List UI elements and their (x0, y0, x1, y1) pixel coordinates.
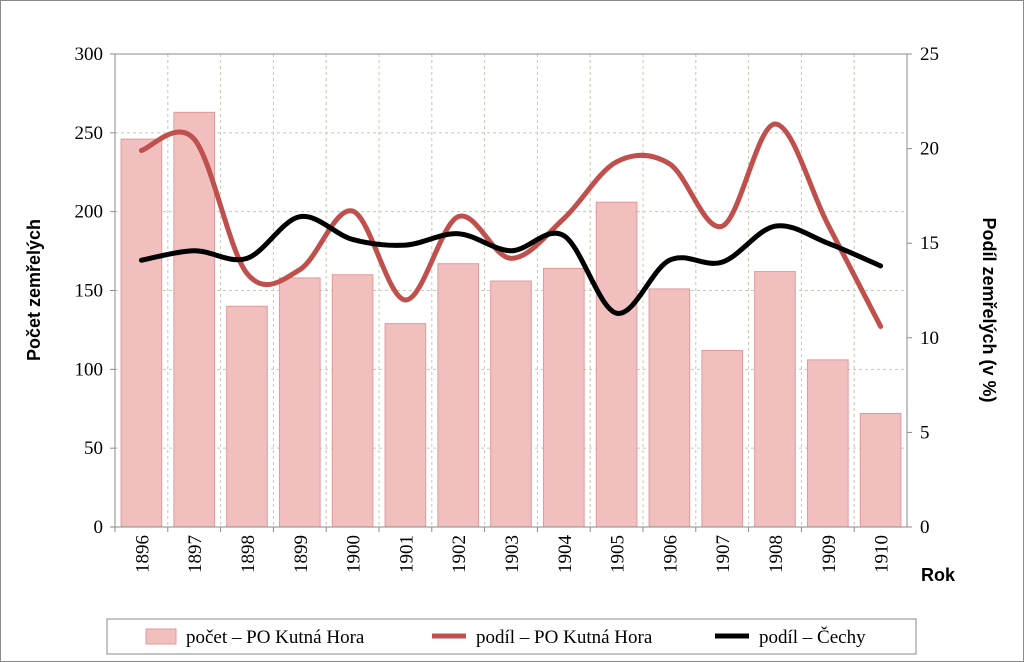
y-tick-label: 50 (84, 438, 103, 459)
line-share-cechy (138, 214, 884, 316)
bar-1908 (754, 271, 796, 528)
bar-1907 (701, 349, 744, 528)
y-tick-label: 200 (75, 202, 104, 223)
x-tick-label-1899: 1899 (291, 535, 312, 573)
bar-1904 (542, 267, 585, 528)
x-tick-label-1908: 1908 (766, 535, 787, 573)
x-tick-label-1904: 1904 (555, 535, 576, 574)
y2-tick-label: 25 (920, 44, 939, 65)
y2-tick-label: 15 (920, 233, 939, 254)
x-tick-label-1901: 1901 (396, 535, 417, 573)
x-tick-label-1900: 1900 (344, 535, 365, 573)
y2-tick-label: 0 (920, 517, 930, 538)
legend-box (106, 618, 917, 655)
bar-1901 (384, 323, 427, 528)
legend-label-share-kh: podíl – PO Kutná Hora (476, 627, 653, 648)
line-share-kutna-hora (138, 121, 884, 329)
x-tick-label-1906: 1906 (660, 535, 681, 573)
y-tick-label: 300 (75, 44, 104, 65)
y-tick-label: 250 (75, 123, 104, 144)
x-tick-label-1897: 1897 (185, 535, 206, 573)
y-axis-label: Počet zemřelých (24, 219, 44, 361)
bar-1902 (437, 263, 480, 528)
bar-1909 (806, 359, 849, 528)
y-tick-label: 100 (75, 359, 104, 380)
x-axis-label: Rok (921, 565, 956, 585)
x-tick-label-1898: 1898 (238, 535, 259, 573)
bar-1896 (120, 138, 163, 528)
y-tick-label: 150 (75, 281, 104, 302)
bar-series (120, 111, 902, 528)
x-tick-label-1909: 1909 (819, 535, 840, 573)
right-axis-ticks: 0 5 10 15 20 25 (907, 44, 939, 538)
legend: počet – PO Kutná Hora podíl – PO Kutná H… (106, 618, 917, 655)
x-tick-label-1896: 1896 (132, 535, 153, 573)
x-tick-label-1910: 1910 (872, 535, 893, 573)
bar-1900 (331, 274, 374, 528)
y2-tick-label: 20 (920, 139, 939, 160)
x-tick-label-1905: 1905 (608, 535, 629, 573)
x-tick-label-1903: 1903 (502, 535, 523, 573)
bar-1899 (278, 277, 321, 528)
left-axis-ticks: 0 50 100 150 200 250 300 (75, 44, 115, 538)
bar-1898 (226, 305, 268, 528)
x-tick-label-1902: 1902 (449, 535, 470, 573)
legend-swatch-bar (145, 628, 177, 645)
y-tick-label: 0 (94, 517, 104, 538)
bar-1910 (859, 412, 902, 528)
y2-tick-label: 10 (920, 328, 939, 349)
bar-1905 (595, 201, 638, 528)
legend-label-share-cechy: podíl – Čechy (759, 626, 866, 648)
bar-1906 (648, 288, 691, 528)
bar-1903 (490, 280, 532, 528)
x-axis-ticks: 1896 1897 1898 1899 1900 1901 1902 1903 1904 1905… (114, 527, 893, 574)
x-tick-label-1907: 1907 (713, 535, 734, 573)
y2-tick-label: 5 (920, 422, 930, 443)
line-series (138, 121, 884, 329)
legend-label-count: počet – PO Kutná Hora (186, 627, 365, 648)
y2-axis-label: Podíl zemřelých (v %) (979, 217, 999, 402)
